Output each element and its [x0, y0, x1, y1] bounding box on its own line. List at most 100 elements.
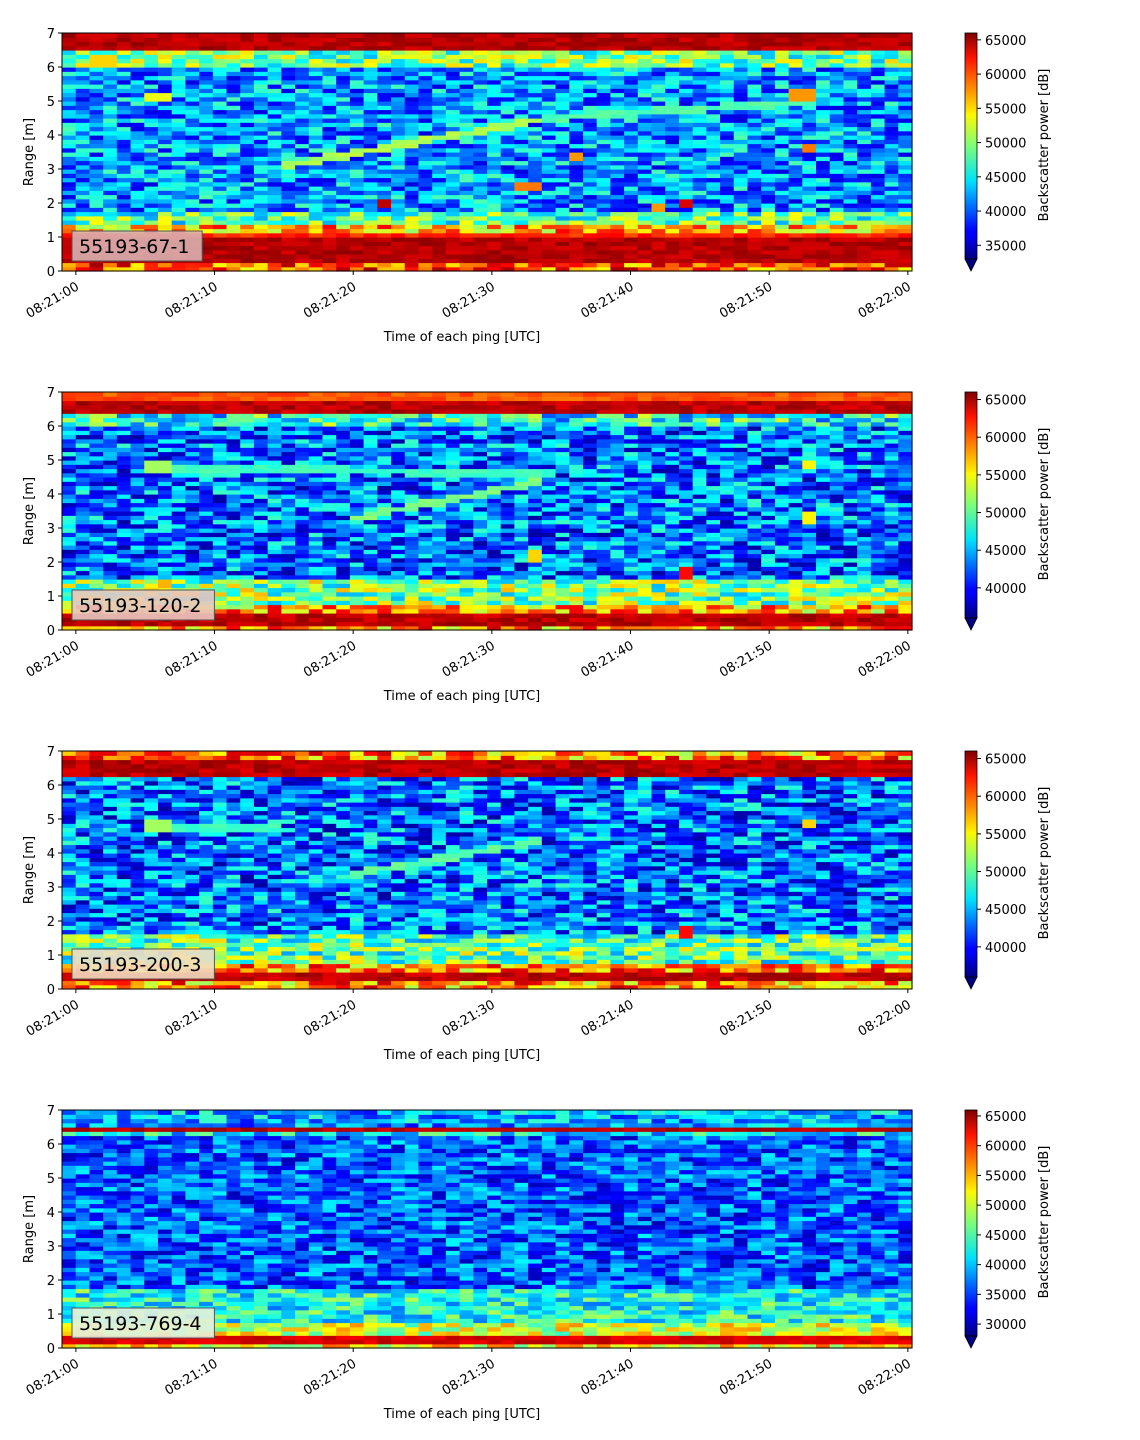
heatmap-cell: [350, 507, 364, 512]
heatmap-cell: [172, 549, 186, 554]
heatmap-cell: [747, 101, 761, 106]
heatmap-cell: [117, 42, 131, 47]
heatmap-cell: [213, 413, 227, 418]
heatmap-cell: [144, 114, 158, 119]
heatmap-cell: [364, 443, 378, 448]
heatmap-cell: [89, 456, 103, 461]
heatmap-cell: [652, 250, 666, 255]
heatmap-cell: [309, 447, 323, 452]
heatmap-cell: [103, 84, 117, 89]
heatmap-cell: [213, 207, 227, 212]
heatmap-cell: [199, 190, 213, 195]
heatmap-cell: [405, 511, 419, 516]
heatmap-cell: [295, 118, 309, 123]
heatmap-cell: [322, 122, 336, 127]
heatmap-cell: [747, 182, 761, 187]
heatmap-cell: [76, 507, 90, 512]
heatmap-cell: [185, 59, 199, 64]
heatmap-cell: [665, 50, 679, 55]
heatmap-cell: [377, 144, 391, 149]
heatmap-cell: [391, 460, 405, 465]
heatmap-cell: [802, 42, 816, 47]
heatmap-cell: [254, 401, 268, 406]
heatmap-cell: [885, 139, 899, 144]
heatmap-cell: [556, 118, 570, 123]
heatmap-cell: [117, 50, 131, 55]
heatmap-cell: [734, 80, 748, 85]
heatmap-cell: [144, 54, 158, 59]
heatmap-cell: [254, 532, 268, 537]
heatmap-cell: [144, 42, 158, 47]
heatmap-cell: [281, 613, 295, 618]
heatmap-cell: [144, 486, 158, 491]
heatmap-cell: [898, 254, 912, 259]
heatmap-cell: [268, 562, 282, 567]
heatmap-cell: [281, 93, 295, 98]
heatmap-cell: [254, 596, 268, 601]
heatmap-cell: [89, 422, 103, 427]
heatmap-cell: [281, 37, 295, 42]
heatmap-cell: [885, 156, 899, 161]
heatmap-cell: [364, 422, 378, 427]
heatmap-cell: [103, 622, 117, 627]
heatmap-cell: [309, 144, 323, 149]
heatmap-cell: [501, 97, 515, 102]
heatmap-cell: [76, 165, 90, 170]
heatmap-cell: [597, 220, 611, 225]
heatmap-cell: [693, 212, 707, 217]
heatmap-cell: [103, 575, 117, 580]
heatmap-cell: [103, 469, 117, 474]
heatmap-cell: [665, 101, 679, 106]
heatmap-cell: [830, 54, 844, 59]
heatmap-cell: [89, 515, 103, 520]
heatmap-cell: [432, 105, 446, 110]
heatmap-cell: [583, 127, 597, 132]
x-tick-label: 08:21:50: [717, 279, 775, 321]
heatmap-cell: [487, 207, 501, 212]
heatmap-cell: [309, 258, 323, 263]
heatmap-cell: [185, 473, 199, 478]
heatmap-cell: [281, 409, 295, 414]
heatmap-cell: [364, 596, 378, 601]
heatmap-cell: [62, 422, 76, 427]
heatmap-cell: [295, 263, 309, 268]
heatmap-cell: [432, 144, 446, 149]
heatmap-cell: [144, 435, 158, 440]
heatmap-cell: [789, 93, 803, 98]
heatmap-cell: [364, 571, 378, 576]
heatmap-cell: [460, 212, 474, 217]
heatmap-cell: [638, 246, 652, 251]
heatmap-cell: [706, 80, 720, 85]
heatmap-cell: [309, 520, 323, 525]
heatmap-cell: [418, 263, 432, 268]
heatmap-cell: [227, 405, 241, 410]
heatmap-cell: [213, 152, 227, 157]
heatmap-cell: [76, 203, 90, 208]
heatmap-cell: [213, 224, 227, 229]
heatmap-cell: [624, 169, 638, 174]
heatmap-cell: [268, 515, 282, 520]
heatmap-cell: [172, 494, 186, 499]
heatmap-cell: [789, 84, 803, 89]
heatmap-cell: [446, 127, 460, 132]
heatmap-cell: [240, 579, 254, 584]
heatmap-cell: [610, 71, 624, 76]
heatmap-cell: [281, 426, 295, 431]
heatmap-cell: [405, 186, 419, 191]
heatmap-cell: [172, 469, 186, 474]
heatmap-cell: [254, 588, 268, 593]
heatmap-cell: [473, 50, 487, 55]
heatmap-cell: [665, 165, 679, 170]
heatmap-cell: [446, 207, 460, 212]
heatmap-cell: [405, 71, 419, 76]
heatmap-cell: [336, 114, 350, 119]
heatmap-cell: [281, 42, 295, 47]
heatmap-cell: [199, 554, 213, 559]
heatmap-cell: [240, 220, 254, 225]
heatmap-cell: [350, 622, 364, 627]
heatmap-cell: [761, 233, 775, 238]
heatmap-cell: [885, 216, 899, 221]
heatmap-cell: [336, 199, 350, 204]
heatmap-cell: [350, 93, 364, 98]
heatmap-cell: [871, 258, 885, 263]
